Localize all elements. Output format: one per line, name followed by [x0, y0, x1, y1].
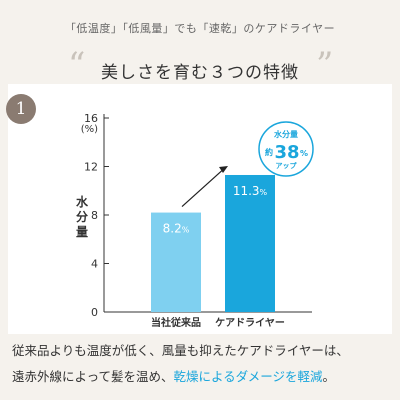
- y-tick-label: 16: [84, 112, 98, 125]
- description-line-2: 遠赤外線によって髪を温め、乾燥によるダメージを軽減。: [12, 364, 392, 390]
- close-quote-mark: ”: [316, 45, 334, 85]
- description-line-1: 従来品よりも温度が低く、風量も抑えたケアドライヤーは、: [12, 343, 349, 358]
- badge-label-top: 水分量: [273, 129, 298, 139]
- y-tick-label: 4: [91, 258, 98, 271]
- y-tick-label: 0: [91, 306, 98, 319]
- y-tick-label: 12: [84, 161, 98, 174]
- headline-row: “ 美しさを育む３つの特徴 ”: [0, 45, 400, 90]
- page-title: 美しさを育む３つの特徴: [101, 63, 299, 83]
- y-axis-label-char: 分: [76, 209, 88, 224]
- badge-unit: %: [300, 149, 308, 158]
- bar-2: [225, 174, 275, 312]
- x-tick-label: ケアドライヤー: [215, 317, 285, 329]
- y-unit-label: (%): [81, 124, 98, 135]
- badge-label-bottom: アップ: [276, 161, 298, 170]
- x-tick-label: 当社従来品: [151, 316, 201, 329]
- increase-badge-circle: [258, 121, 314, 177]
- bar-value-label: 11.3%: [233, 184, 268, 198]
- bar-1: [151, 212, 201, 312]
- description-line-2-end: 。: [322, 369, 336, 384]
- y-axis-label-char: 量: [76, 225, 88, 239]
- badge-value: 38: [274, 142, 299, 163]
- description-text: 従来品よりも温度が低く、風量も抑えたケアドライヤーは、 遠赤外線によって髪を温め…: [12, 338, 392, 390]
- y-axis-label-char: 水: [76, 194, 89, 209]
- y-tick-label: 8: [91, 209, 98, 222]
- description-highlight: 乾燥によるダメージを軽減: [173, 369, 323, 384]
- increase-arrow-line: [181, 166, 227, 208]
- increase-arrow-head: [219, 165, 228, 173]
- feature-number-badge: 1: [6, 94, 36, 124]
- badge-prefix: 約: [265, 147, 273, 157]
- description-line-2-plain: 遠赤外線によって髪を温め、: [12, 369, 174, 384]
- open-quote-mark: “: [68, 45, 86, 85]
- bar-value-label: 8.2%: [163, 222, 190, 236]
- top-caption: 「低温度」「低風量」でも「速乾」のケアドライヤー: [64, 22, 336, 35]
